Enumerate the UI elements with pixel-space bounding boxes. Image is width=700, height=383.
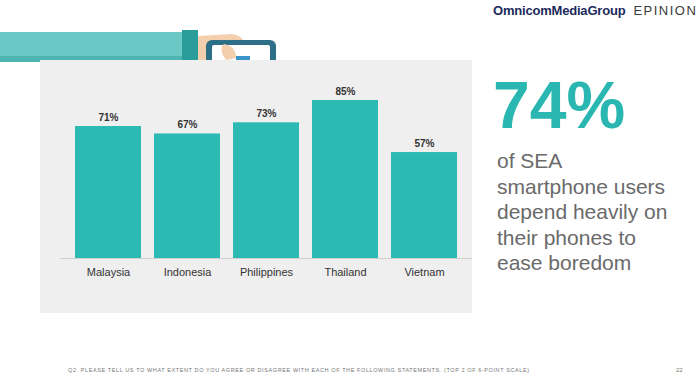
- svg-text:Vietnam: Vietnam: [404, 266, 444, 278]
- svg-text:Indonesia: Indonesia: [164, 266, 213, 278]
- html-text:ease boredom: ease boredom: [497, 251, 632, 274]
- svg-text:71%: 71%: [98, 112, 118, 123]
- svg-text:67%: 67%: [177, 119, 197, 130]
- html-text:their phones to: their phones to: [497, 225, 636, 249]
- svg-text:Philippines: Philippines: [240, 266, 294, 278]
- svg-text:Thailand: Thailand: [324, 266, 366, 278]
- html-text:74%: 74%: [493, 68, 626, 142]
- html-text:EPINION: EPINION: [633, 3, 698, 18]
- html-text:of SEA: of SEA: [497, 149, 563, 172]
- svg-text:85%: 85%: [335, 86, 355, 97]
- html-text:depend heavily on: depend heavily on: [497, 200, 668, 223]
- svg-text:73%: 73%: [256, 108, 276, 119]
- svg-text:57%: 57%: [414, 138, 434, 149]
- html-text:OmnicomMediaGroup: OmnicomMediaGroup: [493, 3, 626, 18]
- html-text:smartphone users: smartphone users: [497, 174, 666, 198]
- html-text:22: 22: [676, 367, 683, 373]
- html-text:Q2. PLEASE TELL US TO WHAT EXT: Q2. PLEASE TELL US TO WHAT EXTENT DO YOU…: [68, 367, 530, 373]
- svg-text:Malaysia: Malaysia: [87, 266, 131, 278]
